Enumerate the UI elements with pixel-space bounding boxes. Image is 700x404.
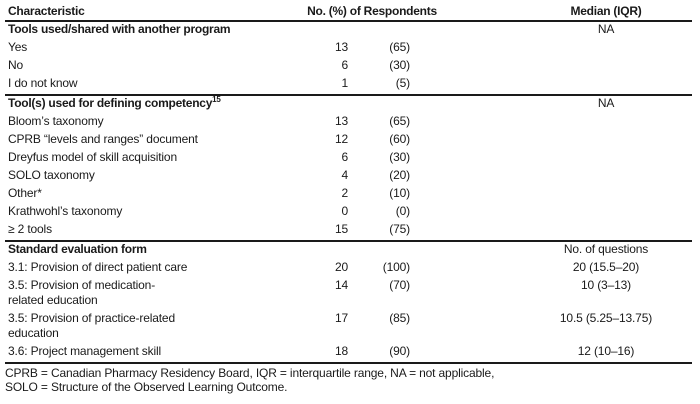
table-row: Yes 13 (65) [5, 40, 692, 58]
row-count: 15 [334, 222, 348, 236]
section-header-row: Standard evaluation form No. of question… [5, 242, 692, 260]
row-count: 12 [334, 132, 348, 146]
row-label: Yes [8, 40, 28, 54]
row-median [520, 204, 692, 222]
row-count: 20 [334, 260, 348, 274]
row-median: 12 (10–16) [577, 344, 635, 358]
row-median [520, 58, 692, 76]
row-label: 3.5: Provision of practice-related educat… [5, 311, 300, 344]
section-title: Tools used/shared with another program [8, 22, 231, 36]
table-row: I do not know 1 (5) [5, 76, 692, 94]
row-percent: (65) [389, 40, 410, 54]
row-label: No [8, 58, 24, 72]
header-rule [5, 20, 692, 22]
row-median [520, 150, 692, 168]
row-label-line2: related education [8, 293, 98, 307]
row-median [520, 76, 692, 94]
row-count: 6 [341, 58, 348, 72]
row-count: 13 [334, 40, 348, 54]
row-label: I do not know [8, 76, 78, 90]
row-percent: (10) [389, 186, 410, 200]
section-median-note: No. of questions [563, 242, 649, 256]
row-label: Bloom’s taxonomy [8, 114, 104, 128]
column-header-median: Median (IQR) [570, 4, 642, 18]
row-label: 3.1: Provision of direct patient care [8, 260, 188, 274]
footnotes: CPRB = Canadian Pharmacy Residency Board… [5, 366, 692, 394]
row-label: SOLO taxonomy [8, 168, 95, 182]
section-header-row: Tools used/shared with another program N… [5, 22, 692, 40]
row-median: 10.5 (5.25–13.75) [559, 311, 653, 325]
table-row: No 6 (30) [5, 58, 692, 76]
table-row: ≥ 2 tools 15 (75) [5, 222, 692, 240]
row-label: ≥ 2 tools [8, 222, 52, 236]
row-percent: (70) [389, 278, 410, 292]
row-label: CPRB “levels and ranges” document [8, 132, 198, 146]
section-median-note: NA [597, 96, 615, 110]
row-count: 0 [341, 204, 348, 218]
row-percent: (60) [389, 132, 410, 146]
row-count: 13 [334, 114, 348, 128]
row-count: 14 [334, 278, 348, 292]
footnote-line: SOLO = Structure of the Observed Learnin… [5, 380, 288, 394]
table-row: Bloom’s taxonomy 13 (65) [5, 114, 692, 132]
row-percent: (65) [389, 114, 410, 128]
section-title-superscript: 15 [212, 95, 221, 104]
table-row: 3.5: Provision of practice-related educat… [5, 311, 692, 344]
row-median [520, 222, 692, 240]
row-percent: (20) [389, 168, 410, 182]
bottom-rule [5, 362, 692, 364]
row-count: 4 [341, 168, 348, 182]
row-median: 10 (3–13) [580, 278, 632, 292]
row-label: 3.5: Provision of medication-related edu… [5, 278, 300, 311]
row-median [520, 132, 692, 150]
row-median [520, 186, 692, 204]
results-table: Characteristic No. (%) of Respondents Me… [5, 4, 692, 394]
row-median [520, 168, 692, 186]
row-median [520, 40, 692, 58]
section-median-note: NA [597, 22, 615, 36]
table-row: CPRB “levels and ranges” document 12 (60… [5, 132, 692, 150]
row-label: Dreyfus model of skill acquisition [8, 150, 177, 164]
column-header-respondents: No. (%) of Respondents [307, 4, 437, 18]
row-count: 6 [341, 150, 348, 164]
table-header-row: Characteristic No. (%) of Respondents Me… [5, 4, 692, 20]
section-title: Tool(s) used for defining competency15 [8, 95, 221, 111]
row-count: 1 [341, 76, 348, 90]
row-percent: (30) [389, 150, 410, 164]
row-count: 2 [341, 186, 348, 200]
section-header-row: Tool(s) used for defining competency15 N… [5, 96, 692, 114]
table-row: Krathwohl’s taxonomy 0 (0) [5, 204, 692, 222]
row-percent: (75) [389, 222, 410, 236]
section-divider [5, 240, 692, 242]
section-divider [5, 94, 692, 96]
row-label: Krathwohl’s taxonomy [8, 204, 123, 218]
table-row: SOLO taxonomy 4 (20) [5, 168, 692, 186]
row-percent: (100) [382, 260, 410, 274]
table-row: 3.6: Project management skill 18 (90) 12… [5, 344, 692, 362]
row-count: 18 [334, 344, 348, 358]
row-median: 20 (15.5–20) [572, 260, 640, 274]
row-count: 17 [334, 311, 348, 325]
row-label-line2: education [8, 326, 59, 340]
row-percent: (85) [389, 311, 410, 325]
footnote-line: CPRB = Canadian Pharmacy Residency Board… [5, 366, 495, 380]
table-row: 3.5: Provision of medication-related edu… [5, 278, 692, 311]
row-percent: (0) [395, 204, 410, 218]
row-label: Other* [8, 186, 42, 200]
row-percent: (90) [389, 344, 410, 358]
row-percent: (30) [389, 58, 410, 72]
section-title: Standard evaluation form [8, 242, 147, 256]
row-percent: (5) [395, 76, 410, 90]
table-row: 3.1: Provision of direct patient care 20… [5, 260, 692, 278]
table-row: Dreyfus model of skill acquisition 6 (30… [5, 150, 692, 168]
row-label: 3.6: Project management skill [8, 344, 162, 358]
table-row: Other* 2 (10) [5, 186, 692, 204]
row-median [520, 114, 692, 132]
column-header-characteristic: Characteristic [8, 4, 85, 18]
